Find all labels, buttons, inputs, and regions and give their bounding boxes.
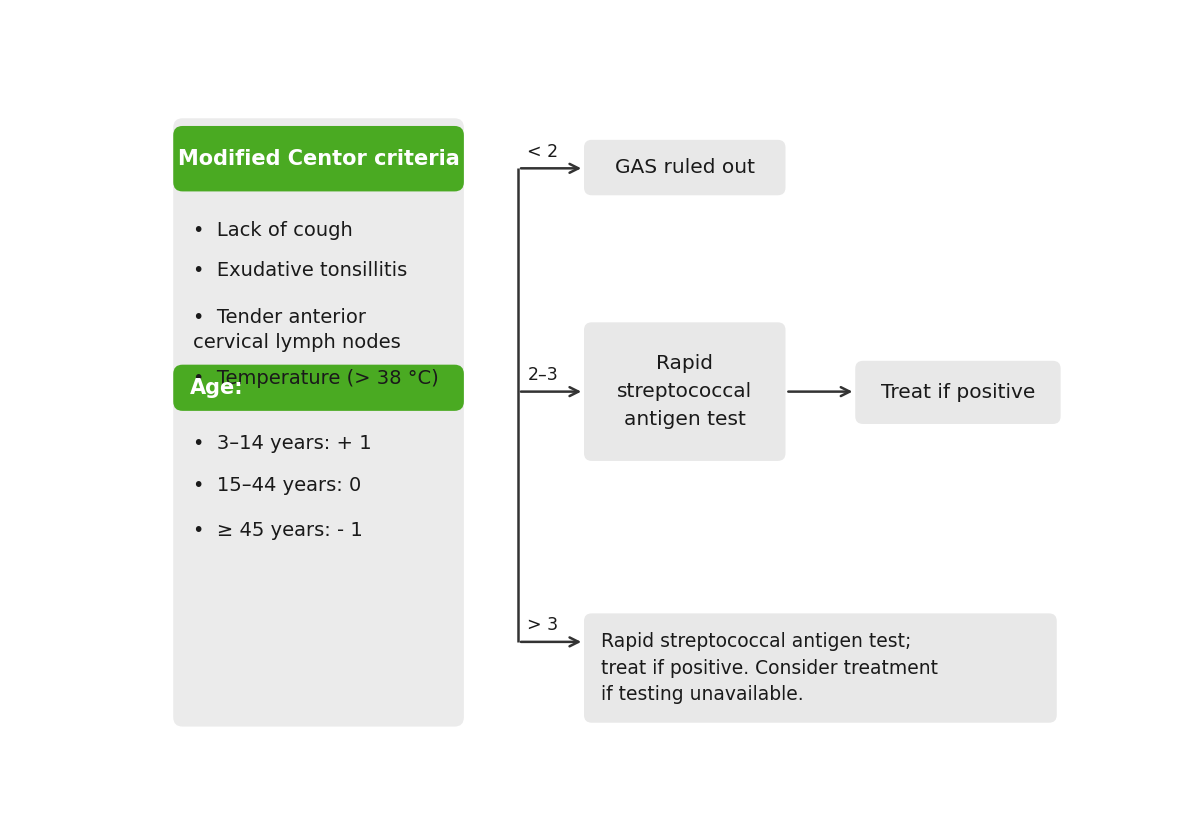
Text: 2–3: 2–3 — [528, 366, 558, 384]
Text: •  15–44 years: 0: • 15–44 years: 0 — [193, 476, 361, 495]
Text: •  Tender anterior
cervical lymph nodes: • Tender anterior cervical lymph nodes — [193, 308, 401, 352]
FancyBboxPatch shape — [584, 140, 786, 195]
Text: •  Lack of cough: • Lack of cough — [193, 220, 353, 240]
Text: Age:: Age: — [191, 378, 244, 398]
Text: •  Temperature (> 38 °C): • Temperature (> 38 °C) — [193, 369, 438, 387]
Text: •  ≥ 45 years: - 1: • ≥ 45 years: - 1 — [193, 521, 362, 540]
Text: Rapid streptococcal antigen test;
treat if positive. Consider treatment
if testi: Rapid streptococcal antigen test; treat … — [601, 632, 938, 704]
Text: Treat if positive: Treat if positive — [881, 383, 1036, 402]
FancyBboxPatch shape — [173, 118, 464, 727]
Text: > 3: > 3 — [528, 616, 558, 634]
FancyBboxPatch shape — [173, 126, 464, 191]
FancyBboxPatch shape — [173, 365, 464, 411]
FancyBboxPatch shape — [584, 323, 786, 461]
Text: GAS ruled out: GAS ruled out — [614, 158, 755, 177]
Text: < 2: < 2 — [528, 142, 558, 161]
Text: •  Exudative tonsillitis: • Exudative tonsillitis — [193, 261, 407, 280]
FancyBboxPatch shape — [856, 361, 1061, 424]
Text: Rapid
streptococcal
antigen test: Rapid streptococcal antigen test — [617, 354, 752, 429]
Text: Modified Centor criteria: Modified Centor criteria — [178, 148, 460, 168]
Text: •  3–14 years: + 1: • 3–14 years: + 1 — [193, 434, 371, 453]
FancyBboxPatch shape — [584, 613, 1057, 722]
